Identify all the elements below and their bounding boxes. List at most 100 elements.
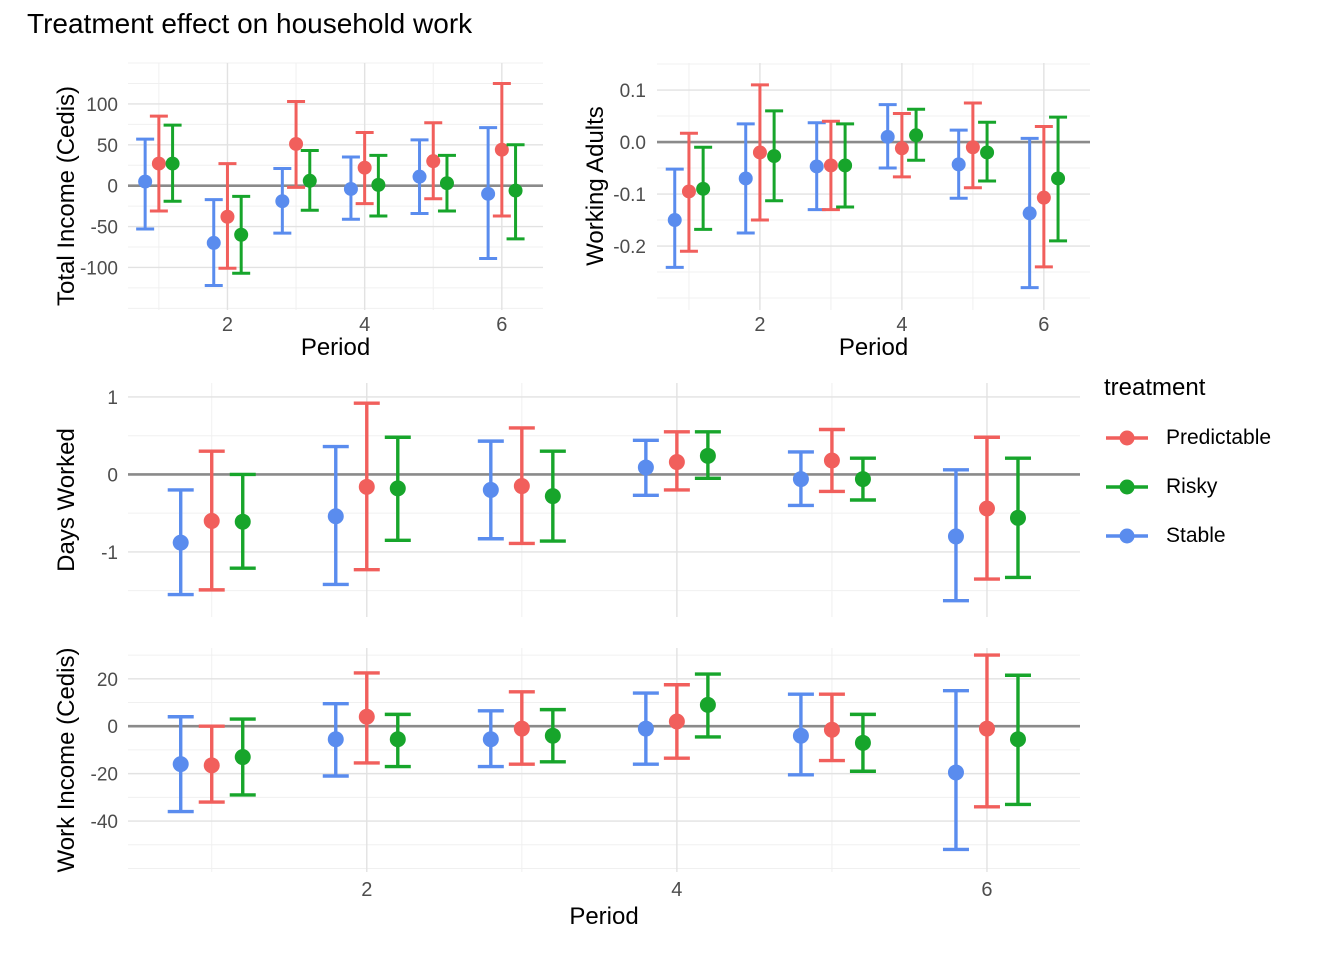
legend-item-risky: Risky: [1104, 475, 1342, 499]
panel-working-adults: 0.1 0.0 -0.1 -0.2 2 4 6 Period Working Adults: [582, 63, 1090, 361]
point-estimate: [412, 169, 427, 184]
y-tick-label: 0.1: [620, 81, 646, 102]
x-tick-label: 4: [671, 879, 682, 901]
y-tick-label: 0: [107, 177, 118, 198]
legend: treatment Predictable Risky Stable: [1104, 374, 1342, 573]
point-estimate: [880, 129, 895, 144]
point-estimate: [947, 764, 964, 781]
series-predictable: [198, 653, 1000, 809]
point-estimate: [699, 696, 716, 713]
y-tick-label: -0.1: [613, 185, 646, 206]
point-estimate: [481, 186, 496, 201]
y-tick-label: -50: [91, 218, 118, 239]
point-estimate: [823, 158, 838, 173]
point-estimate: [1022, 206, 1037, 221]
point-estimate: [289, 136, 304, 151]
point-estimate: [275, 194, 290, 209]
x-axis-title: Period: [569, 903, 638, 930]
point-estimate: [494, 142, 509, 157]
panel-days-worked: 1 0 -1 Days Worked: [53, 383, 1080, 617]
series-predictable: [198, 401, 1000, 592]
gridlines-minor: [657, 63, 1090, 310]
y-tick-label: 50: [97, 136, 118, 157]
series-predictable: [679, 83, 1053, 269]
point-estimate: [371, 177, 386, 192]
x-tick-label: 4: [359, 314, 370, 336]
y-tick-label: 0: [107, 465, 118, 486]
point-estimate: [203, 512, 220, 529]
point-estimate: [234, 749, 251, 766]
point-estimate: [389, 731, 406, 748]
legend-label: Stable: [1166, 524, 1226, 547]
y-axis-title: Work Income (Cedis): [53, 648, 80, 873]
series-stable: [136, 126, 498, 287]
x-tick-label: 6: [1038, 314, 1049, 336]
x-tick-label: 6: [981, 879, 992, 901]
series-stable: [665, 103, 1039, 290]
point-estimate: [738, 171, 753, 186]
legend-item-stable: Stable: [1104, 524, 1342, 548]
series-risky: [694, 107, 1068, 243]
series-stable: [167, 438, 969, 603]
series-risky: [163, 123, 525, 275]
y-axis-title: Total Income (Cedis): [53, 86, 80, 306]
gridlines-major: [128, 648, 1080, 872]
point-estimate: [752, 145, 767, 160]
y-axis-title: Days Worked: [53, 428, 80, 572]
point-estimate: [699, 447, 716, 464]
legend-key-pointrange-icon: [1106, 479, 1148, 495]
y-tick-label: -1: [101, 543, 118, 564]
x-tick-label: 4: [896, 314, 907, 336]
gridlines-major: [657, 63, 1090, 310]
y-tick-label: -40: [91, 812, 118, 833]
point-estimate: [357, 160, 372, 175]
legend-key-pointrange-icon: [1106, 528, 1148, 544]
y-tick-label: -100: [80, 258, 118, 279]
series-risky: [229, 672, 1031, 807]
point-estimate: [327, 508, 344, 525]
point-estimate: [792, 727, 809, 744]
x-tick-label: 2: [361, 879, 372, 901]
point-estimate: [668, 713, 685, 730]
point-estimate: [894, 141, 909, 156]
point-estimate: [513, 478, 530, 495]
point-estimate: [482, 481, 499, 498]
point-estimate: [809, 159, 824, 174]
x-axis-title: Period: [839, 334, 908, 361]
legend-items: Predictable Risky Stable: [1104, 426, 1342, 548]
point-estimate: [980, 145, 995, 160]
series-predictable: [149, 81, 511, 270]
point-estimate: [823, 721, 840, 738]
point-estimate: [151, 156, 166, 171]
point-estimate: [544, 727, 561, 744]
point-estimate: [508, 183, 523, 198]
point-estimate: [854, 734, 871, 751]
point-estimate: [965, 140, 980, 155]
point-estimate: [1009, 731, 1026, 748]
point-estimate: [978, 500, 995, 517]
point-estimate: [389, 480, 406, 497]
legend-label: Predictable: [1166, 426, 1272, 449]
point-estimate: [439, 176, 454, 191]
point-estimate: [668, 454, 685, 471]
point-estimate: [544, 488, 561, 505]
y-axis-title: Working Adults: [582, 106, 609, 266]
gridlines-major: [128, 383, 1080, 617]
point-estimate: [172, 534, 189, 551]
legend-key-pointrange-icon: [1106, 430, 1148, 446]
gridlines-minor: [128, 383, 1080, 617]
x-axis-title: Period: [301, 334, 370, 361]
x-tick-label: 6: [496, 314, 507, 336]
point-estimate: [220, 209, 235, 224]
point-estimate: [637, 459, 654, 476]
legend-title: treatment: [1104, 374, 1206, 401]
point-estimate: [513, 720, 530, 737]
point-estimate: [767, 149, 782, 164]
point-estimate: [234, 513, 251, 530]
y-tick-label: 1: [107, 388, 118, 409]
y-tick-label: 20: [97, 670, 118, 691]
chart-title: Treatment effect on household work: [27, 8, 473, 39]
point-estimate: [978, 720, 995, 737]
point-estimate: [138, 174, 153, 189]
point-estimate: [358, 708, 375, 725]
